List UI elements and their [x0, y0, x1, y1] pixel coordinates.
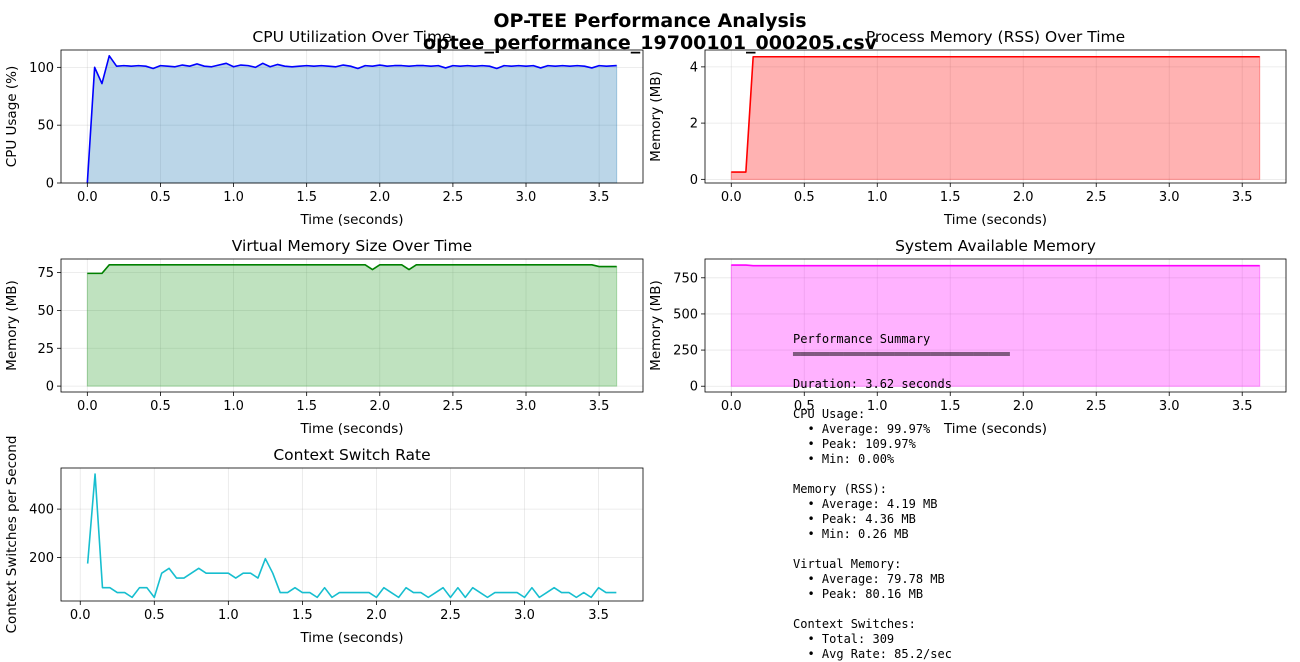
summary-line: • Peak: 109.97%: [793, 437, 916, 451]
ctx-series-line: [88, 474, 617, 597]
performance-summary: Performance Summary ════════════════════…: [793, 332, 1010, 662]
vms-y-axis-label: Memory (MB): [4, 280, 20, 371]
summary-line: • Peak: 4.36 MB: [793, 512, 916, 526]
x-tick-label: 3.0: [516, 399, 537, 414]
vms-title: Virtual Memory Size Over Time: [232, 237, 472, 255]
x-tick-label: 1.0: [218, 608, 239, 623]
y-tick-label: 2: [690, 117, 698, 132]
x-tick-label: 1.0: [867, 190, 888, 205]
summary-line: Memory (RSS):: [793, 482, 887, 496]
rss-y-axis-label: Memory (MB): [648, 71, 664, 162]
summary-line: • Average: 79.78 MB: [793, 572, 945, 586]
y-tick-label: 100: [29, 61, 54, 76]
y-tick-label: 750: [673, 271, 698, 286]
x-tick-label: 0.5: [150, 190, 171, 205]
x-tick-label: 2.5: [440, 608, 461, 623]
summary-lines: Duration: 3.62 seconds CPU Usage: • Aver…: [793, 377, 952, 661]
ctx-title: Context Switch Rate: [273, 446, 430, 464]
sysmem-title: System Available Memory: [895, 237, 1096, 255]
x-tick-label: 0.0: [70, 608, 91, 623]
y-tick-label: 0: [690, 173, 698, 188]
x-tick-label: 1.5: [292, 608, 313, 623]
x-tick-label: 1.5: [940, 190, 961, 205]
summary-line: • Total: 309: [793, 632, 894, 646]
x-tick-label: 0.0: [721, 399, 742, 414]
y-tick-label: 75: [37, 266, 54, 281]
x-tick-label: 2.5: [1086, 190, 1107, 205]
x-tick-label: 3.5: [1232, 399, 1253, 414]
summary-line: CPU Usage:: [793, 407, 865, 421]
y-tick-label: 250: [673, 344, 698, 359]
x-tick-label: 0.5: [150, 399, 171, 414]
x-tick-label: 1.0: [223, 190, 244, 205]
x-tick-label: 0.5: [794, 190, 815, 205]
ctx-axes-frame: [61, 468, 643, 601]
y-tick-label: 0: [690, 380, 698, 395]
x-tick-label: 3.5: [589, 190, 610, 205]
y-tick-label: 200: [29, 551, 54, 566]
x-tick-label: 1.5: [296, 399, 317, 414]
summary-line: • Average: 99.97%: [793, 422, 930, 436]
y-tick-label: 0: [46, 177, 54, 192]
x-tick-label: 2.0: [369, 190, 390, 205]
figure-subtitle: optee_performance_19700101_000205.csv: [0, 32, 1300, 55]
x-tick-label: 0.0: [721, 190, 742, 205]
summary-line: Context Switches:: [793, 617, 916, 631]
x-tick-label: 1.5: [296, 190, 317, 205]
vms-chart: 0.0 0.5 1.0 1.5 2.0 2.5 3.0 3.5 0 25 50 75 Virtual M…: [4, 237, 643, 437]
x-tick-label: 3.5: [589, 399, 610, 414]
summary-line: • Avg Rate: 85.2/sec: [793, 647, 952, 661]
x-tick-label: 3.0: [1159, 190, 1180, 205]
summary-heading: Performance Summary: [793, 332, 930, 346]
summary-line: • Peak: 80.16 MB: [793, 587, 923, 601]
summary-rule: ══════════════════════════════: [793, 347, 1010, 361]
vms-area-fill: [87, 265, 616, 386]
rss-area-fill: [731, 57, 1259, 180]
x-tick-label: 3.0: [1159, 399, 1180, 414]
ctx-chart: 0.0 0.5 1.0 1.5 2.0 2.5 3.0 3.5 200 400 Context Sw…: [4, 436, 643, 646]
x-tick-label: 0.5: [144, 608, 165, 623]
x-tick-label: 2.0: [1013, 190, 1034, 205]
x-tick-label: 3.5: [588, 608, 609, 623]
cpu-y-axis-label: CPU Usage (%): [4, 66, 20, 167]
ctx-y-axis-label: Context Switches per Second: [4, 436, 20, 634]
x-tick-label: 0.0: [77, 190, 98, 205]
x-tick-label: 3.0: [516, 190, 537, 205]
x-tick-label: 2.0: [369, 399, 390, 414]
summary-line: • Min: 0.00%: [793, 452, 894, 466]
y-tick-label: 400: [29, 503, 54, 518]
sysmem-y-axis-label: Memory (MB): [648, 280, 664, 371]
cpu-x-axis-label: Time (seconds): [299, 212, 403, 228]
figure-title: OP-TEE Performance Analysis: [0, 10, 1300, 33]
x-tick-label: 2.5: [1086, 399, 1107, 414]
y-tick-label: 0: [46, 380, 54, 395]
x-tick-label: 1.0: [223, 399, 244, 414]
y-tick-label: 50: [37, 304, 54, 319]
summary-line: • Average: 4.19 MB: [793, 497, 938, 511]
rss-x-axis-label: Time (seconds): [943, 212, 1047, 228]
x-tick-label: 0.0: [77, 399, 98, 414]
sysmem-series-line: [731, 265, 1259, 266]
cpu-area-fill: [87, 56, 616, 183]
x-tick-label: 2.0: [1013, 399, 1034, 414]
y-tick-label: 50: [37, 119, 54, 134]
vms-x-axis-label: Time (seconds): [299, 421, 403, 437]
x-tick-label: 2.5: [443, 399, 464, 414]
ctx-x-axis-label: Time (seconds): [299, 630, 403, 646]
y-tick-label: 4: [690, 60, 698, 75]
x-tick-label: 3.0: [514, 608, 535, 623]
x-tick-label: 2.0: [366, 608, 387, 623]
y-tick-label: 25: [37, 342, 54, 357]
y-tick-label: 500: [673, 307, 698, 322]
x-tick-label: 3.5: [1232, 190, 1253, 205]
summary-line: Virtual Memory:: [793, 557, 901, 571]
summary-line: • Min: 0.26 MB: [793, 527, 909, 541]
x-tick-label: 2.5: [443, 190, 464, 205]
summary-line: Duration: 3.62 seconds: [793, 377, 952, 391]
